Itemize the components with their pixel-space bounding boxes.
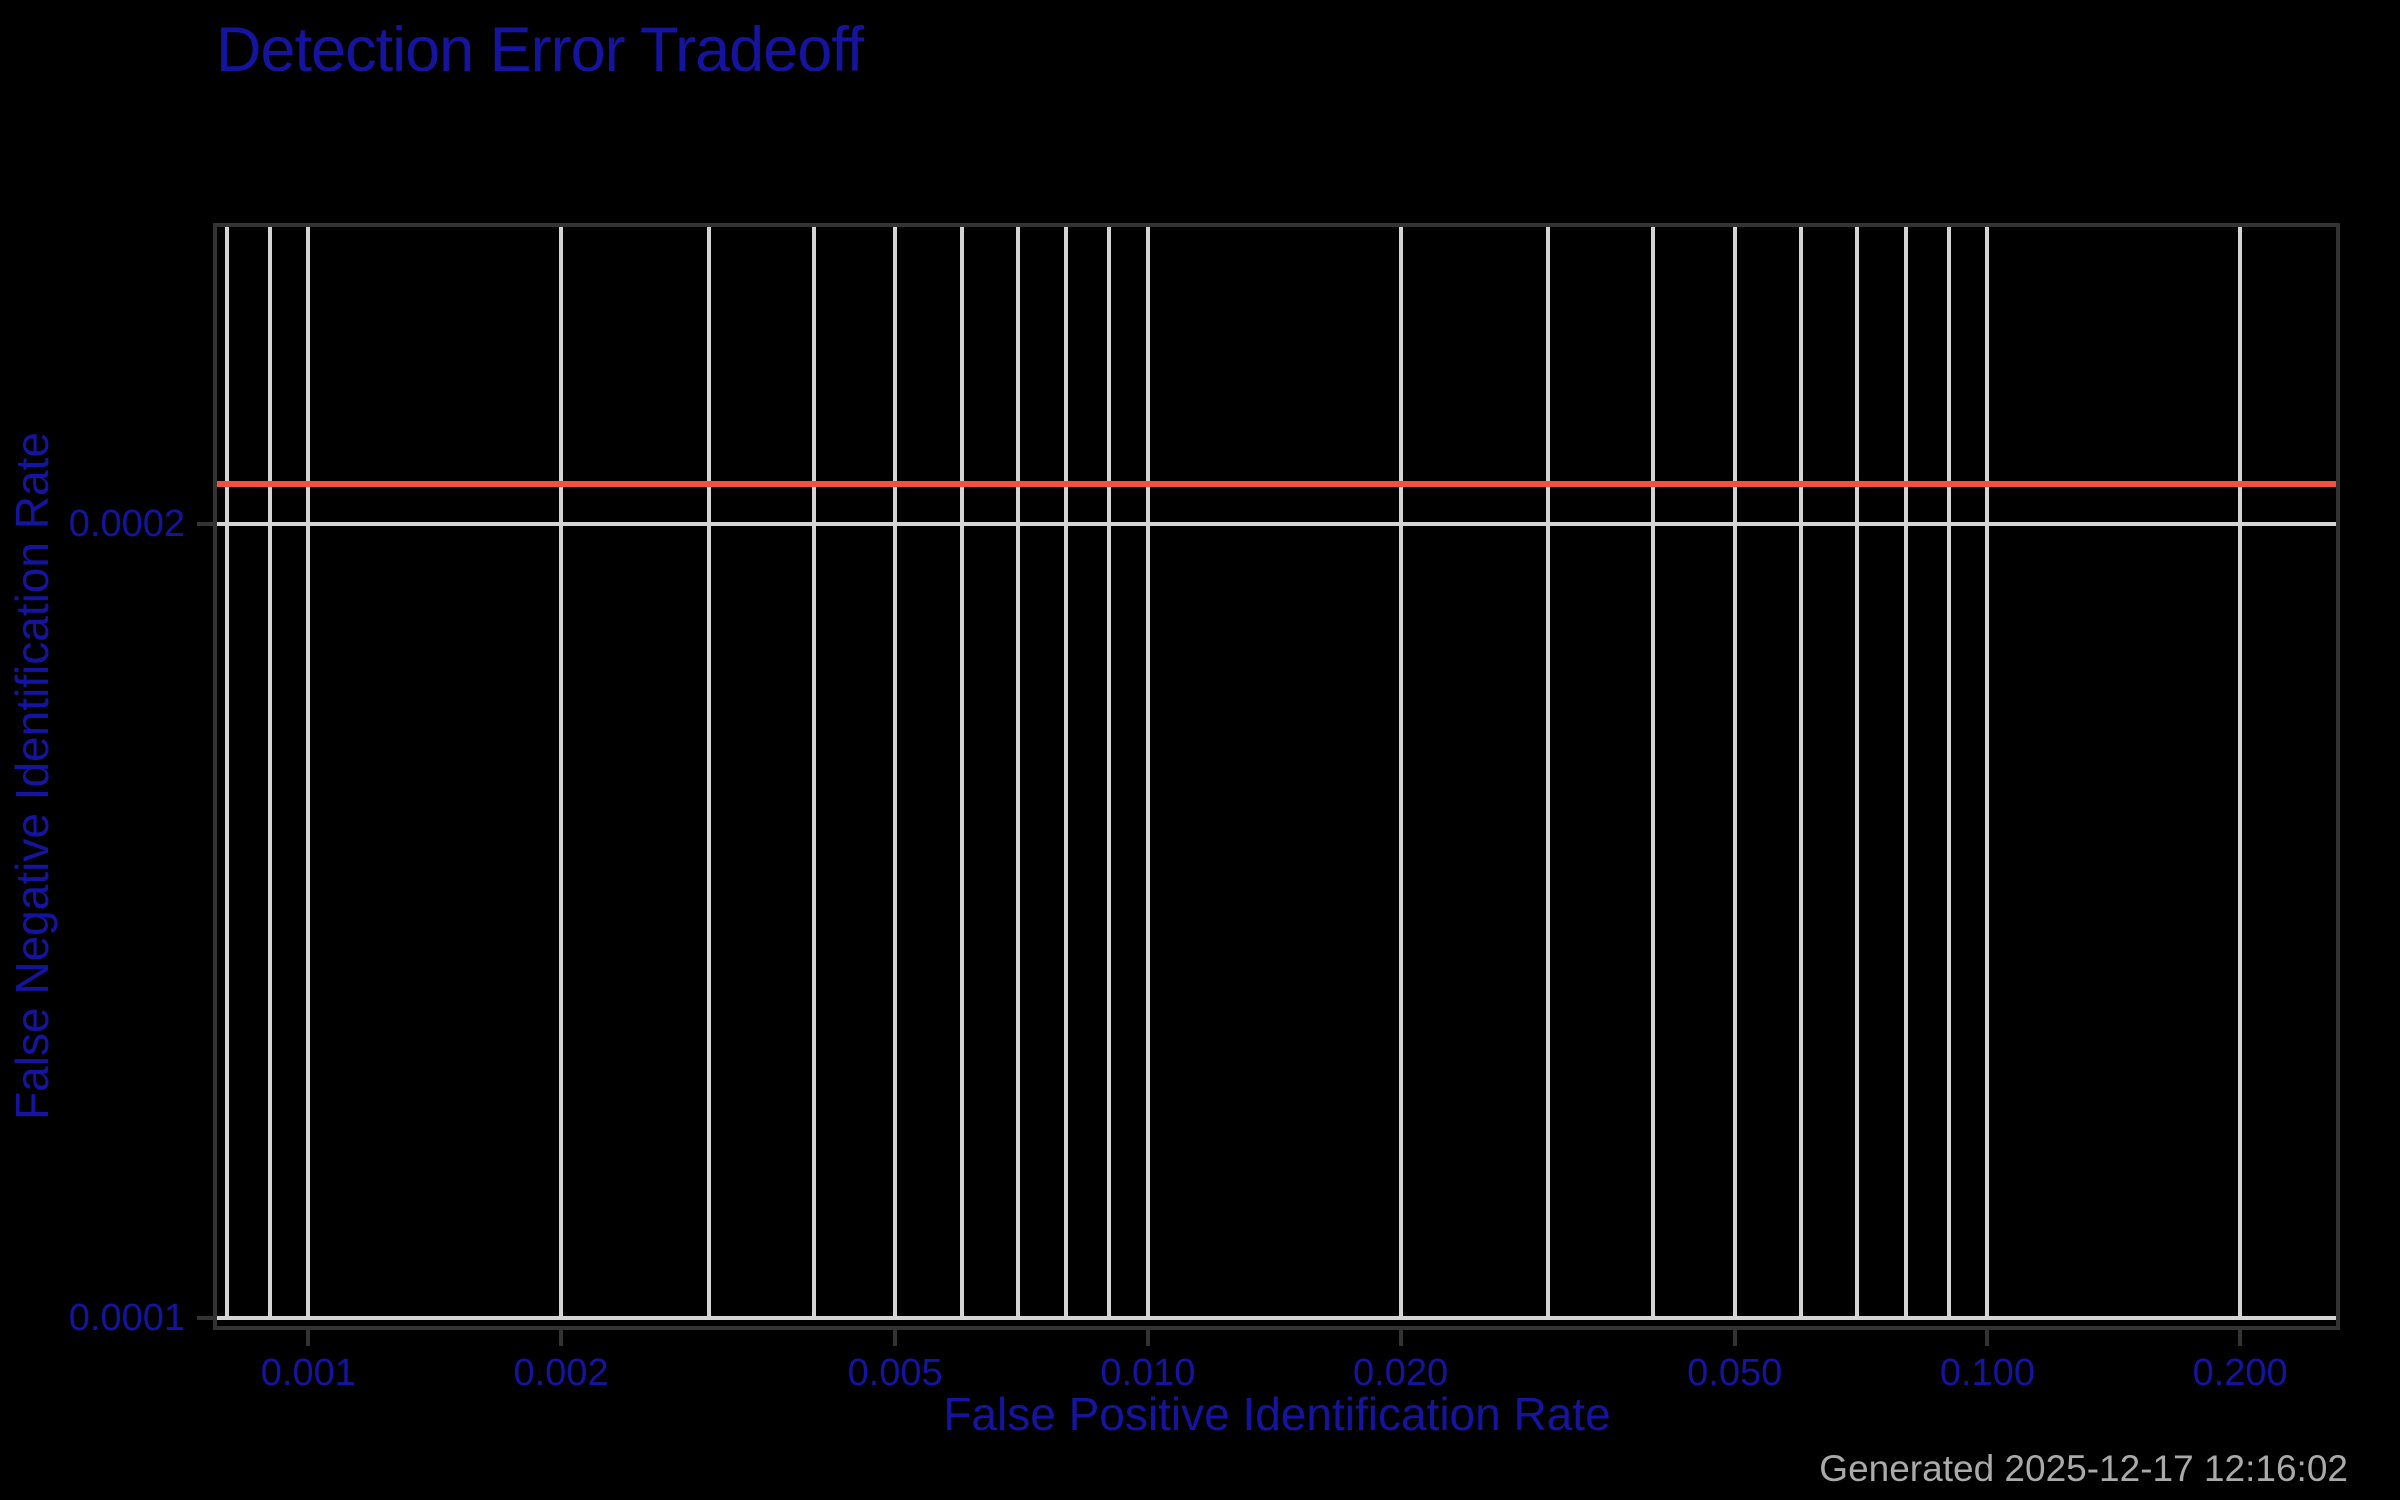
plot-area: 0.001 0.002 0.005 0.010 0.020 0.050 0.100 0.200…	[69, 223, 2340, 1394]
x-gridline	[559, 223, 564, 1319]
y-axis-label: False Negative Identification Rate	[6, 432, 58, 1120]
x-gridline	[1855, 223, 1860, 1319]
x-gridline	[1947, 223, 1951, 1319]
x-gridline	[1398, 223, 1403, 1319]
plot-border-left	[213, 223, 217, 1330]
x-tick-label: 0.100	[1939, 1352, 2035, 1394]
x-tick-label: 0.010	[1100, 1352, 1196, 1394]
x-gridline	[306, 223, 311, 1319]
x-gridline	[706, 223, 711, 1319]
plot-border-bottom	[213, 1326, 2340, 1330]
plot-border-top	[213, 223, 2340, 227]
y-tick	[197, 521, 213, 526]
x-gridline	[959, 223, 964, 1319]
y-gridline	[213, 1316, 2340, 1321]
x-tick-label: 0.002	[513, 1352, 609, 1394]
plot-border-right	[2336, 223, 2340, 1330]
y-tick	[197, 1316, 213, 1321]
x-tick-label: 0.200	[2192, 1352, 2288, 1394]
x-gridline	[224, 223, 229, 1319]
x-tick	[1398, 1330, 1403, 1346]
y-tick-label: 0.0001	[68, 1297, 185, 1340]
y-tick-label: 0.0002	[68, 502, 185, 545]
x-tick-label: 0.050	[1687, 1352, 1783, 1394]
x-gridline	[1145, 223, 1150, 1319]
x-gridline	[1904, 223, 1909, 1319]
x-gridline	[2238, 223, 2243, 1319]
x-axis-label: False Positive Identification Rate	[943, 1388, 1611, 1440]
generated-timestamp: Generated 2025-12-17 12:16:02	[1819, 1448, 2348, 1489]
x-gridline	[811, 223, 816, 1319]
y-gridline	[213, 521, 2340, 526]
x-gridline	[1799, 223, 1804, 1319]
x-tick	[1985, 1330, 1990, 1346]
x-gridline	[1546, 223, 1551, 1319]
x-tick	[559, 1330, 564, 1346]
x-gridline	[1732, 223, 1737, 1319]
x-tick	[306, 1330, 311, 1346]
det-curve-line	[213, 481, 2340, 488]
x-gridline	[1107, 223, 1112, 1319]
x-tick	[2238, 1330, 2243, 1346]
x-tick-label: 0.005	[847, 1352, 943, 1394]
x-tick-label: 0.020	[1353, 1352, 1449, 1394]
x-tick	[1145, 1330, 1150, 1346]
x-tick	[893, 1330, 898, 1346]
x-gridline	[267, 223, 272, 1319]
x-gridline	[1985, 223, 1990, 1319]
x-gridline	[893, 223, 898, 1319]
x-gridline	[1064, 223, 1069, 1319]
x-tick	[1732, 1330, 1737, 1346]
chart-title: Detection Error Tradeoff	[216, 15, 864, 85]
x-gridline	[1015, 223, 1020, 1319]
x-tick-label: 0.001	[260, 1352, 356, 1394]
x-gridline	[1651, 223, 1656, 1319]
